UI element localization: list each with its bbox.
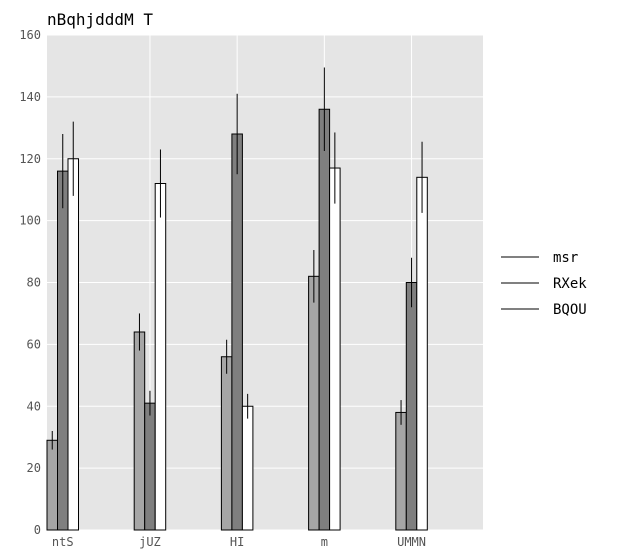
error-bars	[51, 67, 423, 450]
x-tick-label: UMMN	[397, 535, 426, 549]
y-tick-label: 120	[19, 152, 41, 166]
y-tick-label: 0	[34, 523, 41, 537]
legend-label-RXek: RXek	[553, 276, 587, 292]
bar-RXek-m	[318, 108, 331, 531]
y-tick-label: 100	[19, 214, 41, 228]
y-axis-ticks: 0 20 40 60 80 100 120 140 160	[19, 28, 41, 537]
y-tick-label: 60	[27, 337, 41, 351]
chart-title: nBqhjdddM T	[47, 10, 153, 29]
bar-msr-ntS	[46, 439, 58, 531]
bar-RXek-UMMN	[405, 282, 418, 531]
y-tick-label: 140	[19, 90, 41, 104]
x-tick-label: jUZ	[139, 535, 161, 549]
bar-BQOU-m	[329, 167, 341, 531]
legend-label-BQOU: BQOU	[553, 302, 587, 318]
legend: msr RXek BQOU	[501, 250, 587, 318]
y-tick-label: 80	[27, 276, 41, 290]
y-tick-label: 40	[27, 399, 41, 413]
x-axis-ticks: ntS jUZ HI m UMMN	[52, 535, 426, 549]
bar-msr-jUZ	[133, 331, 146, 531]
y-tick-label: 160	[19, 28, 41, 42]
bar-msr-m	[308, 275, 320, 531]
x-tick-label: m	[321, 535, 328, 549]
bar-RXek-HI	[231, 133, 243, 531]
y-tick-label: 20	[27, 461, 41, 475]
x-tick-label: ntS	[52, 535, 74, 549]
x-tick-label: HI	[230, 535, 244, 549]
bar-msr-HI	[220, 356, 233, 531]
legend-label-msr: msr	[553, 250, 578, 266]
bar-BQOU-UMMN	[416, 176, 428, 531]
bar-RXek-ntS	[57, 170, 69, 531]
bar-BQOU-ntS	[67, 158, 79, 531]
bar-msr-UMMN	[395, 411, 407, 531]
bar-BQOU-HI	[241, 405, 254, 531]
bar-RXek-jUZ	[144, 402, 156, 531]
bar-BQOU-jUZ	[154, 183, 167, 531]
